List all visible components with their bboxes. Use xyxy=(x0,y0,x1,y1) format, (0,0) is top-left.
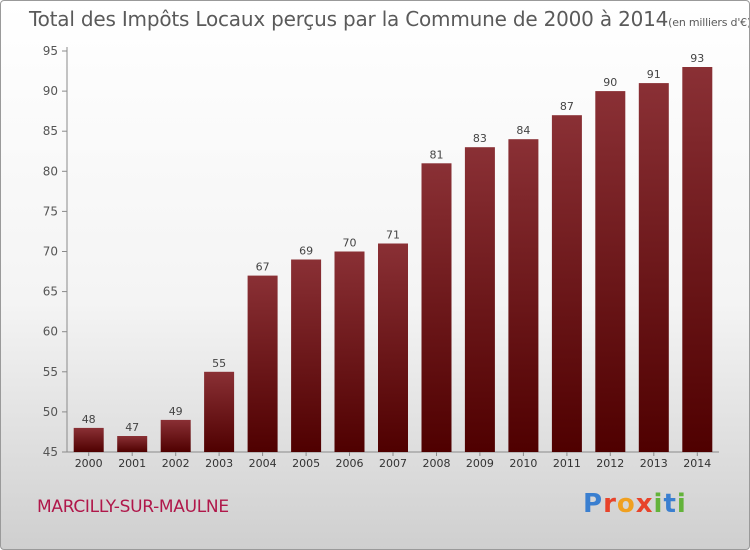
y-tick-label: 95 xyxy=(43,44,58,58)
bar xyxy=(204,371,235,452)
logo-letter: t xyxy=(663,489,677,519)
chart-subtitle: (en milliers d'€) xyxy=(668,16,750,29)
data-label: 47 xyxy=(125,421,139,434)
data-label: 55 xyxy=(212,357,226,370)
x-tick-label: 2012 xyxy=(596,457,624,470)
bar xyxy=(464,147,495,452)
logo-letter: i xyxy=(653,489,664,519)
commune-name: MARCILLY-SUR-MAULNE xyxy=(37,497,229,517)
y-tick-label: 55 xyxy=(43,365,58,379)
bar xyxy=(378,243,408,452)
bar xyxy=(682,67,713,452)
x-tick-label: 2008 xyxy=(423,457,451,470)
bar xyxy=(117,436,148,452)
x-tick-label: 2004 xyxy=(249,457,277,470)
data-label: 70 xyxy=(343,237,357,250)
bar xyxy=(160,419,191,452)
logo-letter: x xyxy=(635,489,654,519)
y-tick-label: 90 xyxy=(43,84,58,98)
data-label: 81 xyxy=(430,148,444,161)
x-tick-label: 2013 xyxy=(640,457,668,470)
data-label: 84 xyxy=(516,124,530,137)
chart-title-text: Total des Impôts Locaux perçus par la Co… xyxy=(29,7,669,31)
data-label: 48 xyxy=(82,413,96,426)
y-tick-label: 65 xyxy=(43,285,58,299)
x-tick-label: 2002 xyxy=(162,457,190,470)
x-tick-label: 2009 xyxy=(466,457,494,470)
bar xyxy=(291,259,322,452)
logo-letter: o xyxy=(616,489,636,519)
bar xyxy=(334,251,365,452)
x-tick-label: 2003 xyxy=(205,457,233,470)
y-tick-label: 60 xyxy=(43,325,58,339)
data-label: 93 xyxy=(690,52,704,65)
x-tick-label: 2006 xyxy=(336,457,364,470)
data-label: 49 xyxy=(169,405,183,418)
proxiti-logo: Proxiti xyxy=(583,489,687,519)
x-tick-label: 2005 xyxy=(292,457,320,470)
bar xyxy=(247,275,278,452)
x-tick-label: 2014 xyxy=(683,457,711,470)
x-tick-label: 2007 xyxy=(379,457,407,470)
logo-letter: i xyxy=(676,489,687,519)
bar xyxy=(421,163,452,453)
x-tick-label: 2011 xyxy=(553,457,581,470)
bar xyxy=(73,427,104,452)
bar xyxy=(595,91,626,452)
data-label: 71 xyxy=(386,229,400,242)
y-tick-label: 80 xyxy=(43,164,58,178)
x-tick-label: 2010 xyxy=(509,457,537,470)
bar xyxy=(638,83,669,452)
y-tick-label: 85 xyxy=(43,124,58,138)
data-label: 67 xyxy=(256,261,270,274)
data-label: 91 xyxy=(647,68,661,81)
logo-letter: P xyxy=(583,489,604,519)
data-label: 83 xyxy=(473,132,487,145)
y-tick-label: 45 xyxy=(43,445,58,459)
logo-letter: r xyxy=(603,489,617,519)
x-tick-label: 2000 xyxy=(75,457,103,470)
chart-title: Total des Impôts Locaux perçus par la Co… xyxy=(29,7,750,31)
bar xyxy=(508,139,539,452)
x-tick-label: 2001 xyxy=(118,457,146,470)
bar xyxy=(551,115,582,452)
data-label: 87 xyxy=(560,100,574,113)
y-tick-label: 70 xyxy=(43,245,58,259)
y-tick-label: 75 xyxy=(43,204,58,218)
y-tick-label: 50 xyxy=(43,405,58,419)
data-label: 69 xyxy=(299,245,313,258)
data-label: 90 xyxy=(603,76,617,89)
